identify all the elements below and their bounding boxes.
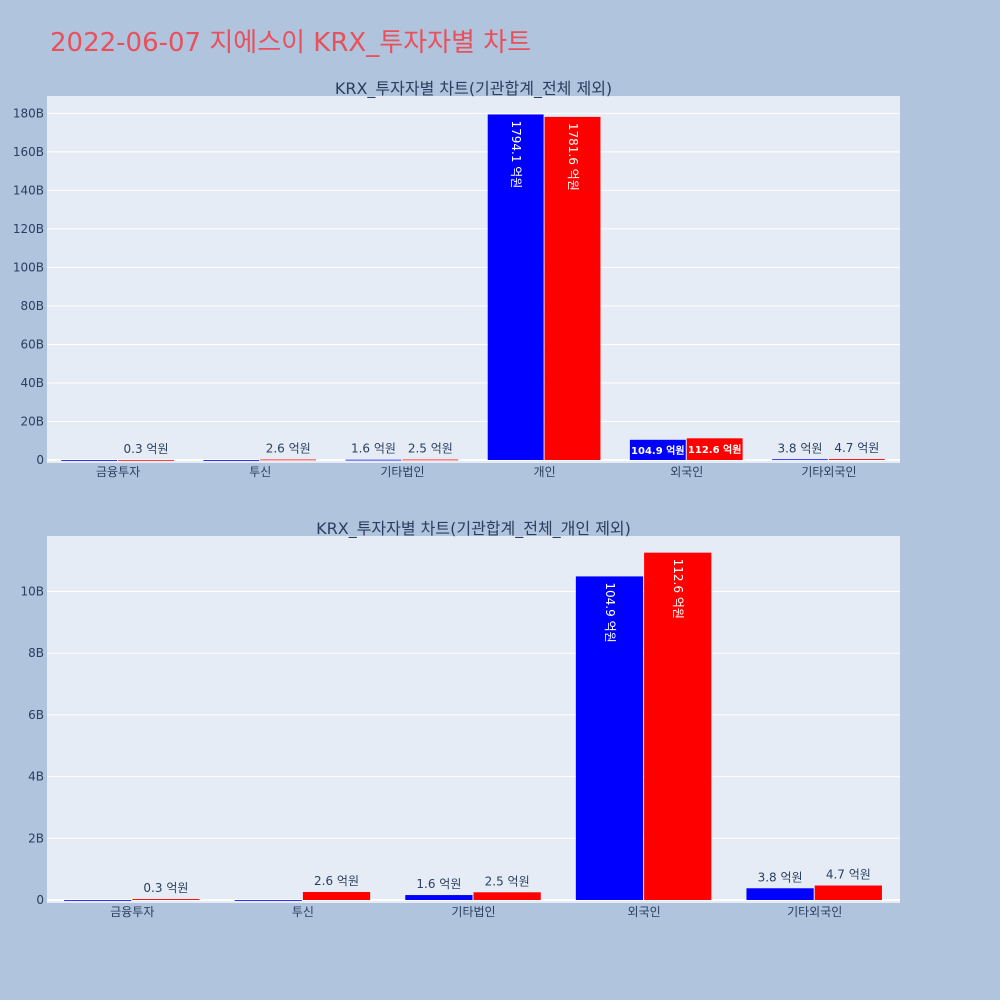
bar-value-label: 3.8 억원 [758, 870, 803, 884]
bar-value-label: 2.6 억원 [266, 441, 311, 455]
x-tick-label: 금융투자 [110, 905, 154, 919]
plot-area [47, 536, 900, 903]
bar [234, 900, 302, 901]
bar [644, 552, 712, 900]
bar-value-label: 112.6 억원 [688, 443, 742, 456]
y-tick-label: 10B [20, 585, 44, 599]
bar-value-label: 2.6 억원 [314, 874, 359, 888]
x-tick-label: 기타외국인 [787, 905, 842, 919]
bar [575, 576, 644, 900]
bar [118, 459, 174, 461]
plot-area [47, 96, 900, 463]
x-tick-label: 금융투자 [96, 465, 140, 479]
y-tick-label: 40B [20, 376, 44, 390]
bar-value-label: 1781.6 억원 [566, 123, 580, 191]
bar [814, 885, 882, 900]
bar-value-label: 2.5 억원 [485, 874, 530, 888]
x-tick-label: 투신 [292, 905, 314, 919]
y-tick-label: 2B [28, 831, 44, 845]
y-tick-label: 60B [20, 337, 44, 351]
y-tick-label: 140B [13, 183, 44, 197]
bar-value-label: 4.7 억원 [826, 868, 871, 882]
bar [746, 888, 814, 900]
bar [828, 459, 885, 460]
bar-value-label: 112.6 억원 [671, 559, 685, 619]
bar [405, 895, 473, 900]
bar-value-label: 2.5 억원 [408, 442, 453, 456]
x-tick-label: 개인 [534, 465, 556, 479]
bar [260, 459, 317, 461]
x-tick-label: 외국인 [670, 465, 703, 479]
chart-title: KRX_투자자별 차트(기관합계_전체_개인 제외) [316, 519, 631, 539]
bar-value-label: 1794.1 억원 [509, 120, 523, 188]
bar [686, 438, 743, 460]
bar [629, 439, 686, 460]
y-tick-label: 4B [28, 770, 44, 784]
x-tick-label: 기타법인 [451, 905, 495, 919]
bar [345, 459, 402, 461]
x-tick-label: 기타외국인 [801, 465, 856, 479]
x-tick-label: 투신 [249, 465, 271, 479]
bar [61, 460, 118, 461]
y-tick-label: 8B [28, 646, 44, 660]
y-tick-label: 20B [20, 414, 44, 428]
bar-value-label: 1.6 억원 [351, 442, 396, 456]
bar [132, 899, 200, 900]
y-tick-label: 100B [13, 260, 44, 274]
chart-all-investors: KRX_투자자별 차트(기관합계_전체 제외) 0 20B 40B 60B 80B 100B… [13, 79, 900, 479]
bar-value-label: 3.8 억원 [777, 441, 822, 455]
bar [772, 459, 828, 461]
bar [203, 460, 260, 461]
bar-value-label: 104.9 억원 [603, 582, 617, 642]
bar-value-label: 0.3 억원 [124, 442, 169, 456]
y-tick-label: 120B [13, 222, 44, 236]
bar [473, 892, 541, 900]
bar-value-label: 104.9 억원 [631, 444, 685, 457]
chart-title: KRX_투자자별 차트(기관합계_전체 제외) [335, 79, 612, 99]
y-tick-label: 0 [36, 453, 44, 467]
bar-value-label: 4.7 억원 [834, 441, 879, 455]
bar [487, 114, 544, 460]
x-tick-label: 기타법인 [380, 465, 424, 479]
y-tick-label: 0 [36, 893, 44, 907]
bar-value-label: 1.6 억원 [416, 877, 461, 891]
x-tick-label: 외국인 [628, 905, 661, 919]
bar [402, 459, 459, 461]
bar [544, 116, 601, 460]
page-title: 2022-06-07 지에스이 KRX_투자자별 차트 [50, 28, 532, 58]
bar [302, 891, 371, 900]
y-tick-label: 160B [13, 145, 44, 159]
y-tick-label: 180B [13, 106, 44, 120]
bar [64, 900, 132, 901]
bar-value-label: 0.3 억원 [143, 881, 188, 895]
y-tick-label: 6B [28, 708, 44, 722]
y-tick-label: 80B [20, 299, 44, 313]
chart-excluding-individuals: KRX_투자자별 차트(기관합계_전체_개인 제외) 0 2B 4B 6B 8B 10B 금융… [20, 519, 900, 919]
